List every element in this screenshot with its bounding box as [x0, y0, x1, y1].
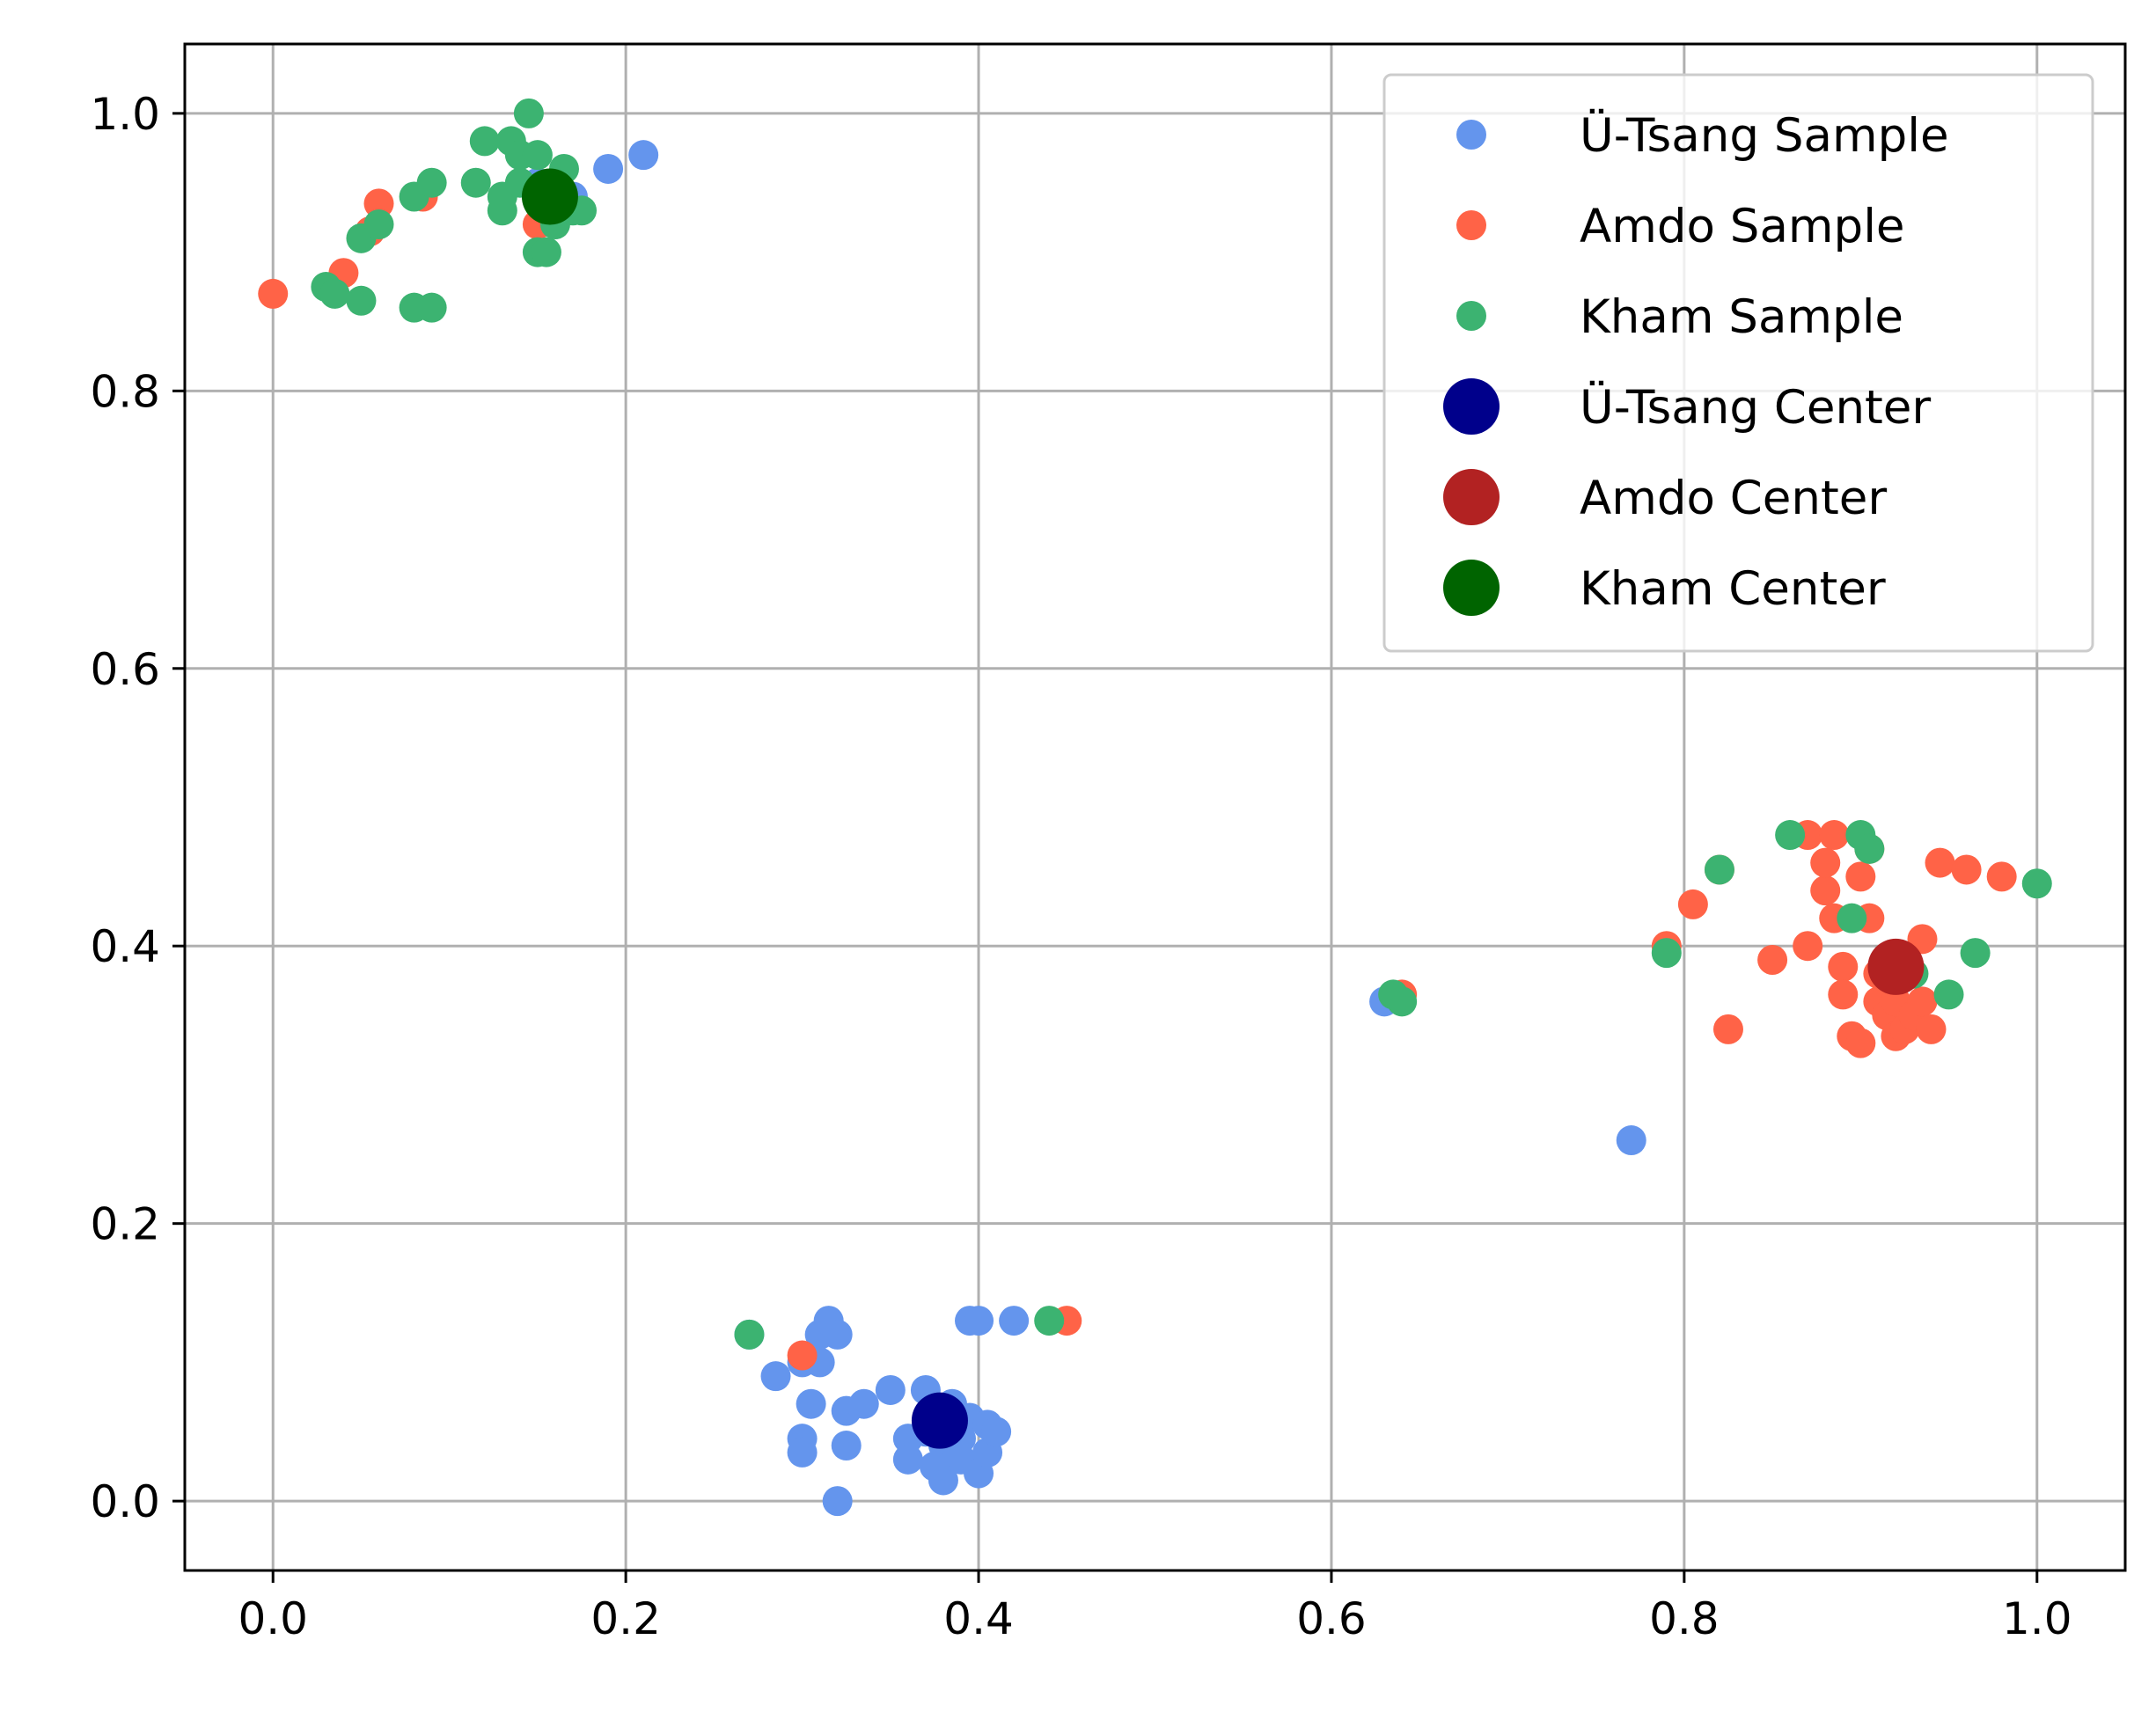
sample-point	[1775, 820, 1806, 851]
sample-point	[1757, 945, 1788, 975]
legend-marker	[1443, 378, 1500, 435]
axes-frame	[183, 42, 2127, 1572]
legend-label: Amdo Center	[1580, 472, 1887, 525]
sample-point	[787, 1340, 818, 1371]
sample-point	[1951, 854, 1982, 885]
sample-point	[1651, 938, 1682, 969]
x-tick-label: 0.2	[590, 1593, 661, 1644]
sample-point	[531, 237, 561, 267]
y-tick-label: 1.0	[90, 89, 160, 140]
sample-point	[593, 153, 624, 184]
sample-point	[363, 188, 394, 219]
sample-point	[848, 1388, 879, 1419]
x-tick-label: 0.6	[1296, 1593, 1367, 1644]
sample-point	[416, 167, 447, 198]
sample-point	[787, 1437, 818, 1468]
x-tick-label: 1.0	[2002, 1593, 2072, 1644]
sample-point	[513, 98, 544, 128]
legend-marker	[1443, 560, 1500, 616]
x-tick-label: 0.4	[943, 1593, 1014, 1644]
data-points	[258, 98, 2052, 1517]
sample-point	[346, 285, 377, 316]
legend-label: Ü-Tsang Sample	[1580, 108, 1949, 163]
y-tick-label: 0.0	[90, 1476, 160, 1527]
sample-point	[469, 126, 500, 157]
sample-point	[1677, 889, 1708, 919]
legend: Ü-Tsang Sample Amdo Sample Kham Sample Ü-Ts…	[1382, 73, 2094, 653]
series-kham-center	[521, 168, 578, 225]
legend-marker	[1456, 120, 1486, 150]
x-tick-label: 0.8	[1649, 1593, 1720, 1644]
sample-point	[1925, 847, 1955, 878]
sample-point	[875, 1374, 906, 1405]
sample-point	[831, 1431, 862, 1461]
sample-point	[1810, 847, 1841, 878]
sample-point	[1704, 854, 1734, 885]
legend-marker	[1456, 210, 1486, 240]
sample-point	[1034, 1306, 1065, 1336]
y-tick-label: 0.6	[90, 644, 160, 695]
sample-point	[416, 292, 447, 323]
sample-point	[964, 1306, 994, 1336]
sample-point	[2021, 868, 2052, 899]
series-kham-sample	[311, 98, 2052, 1350]
sample-point	[1387, 986, 1418, 1017]
sample-point	[822, 1319, 853, 1350]
sample-point	[1712, 1014, 1743, 1044]
sample-point	[734, 1319, 765, 1350]
sample-point	[1986, 861, 2017, 892]
sample-point	[1907, 986, 1938, 1017]
y-tick-label: 0.8	[90, 366, 160, 417]
y-tick-label: 0.2	[90, 1199, 160, 1250]
sample-point	[1819, 820, 1850, 851]
sample-point	[1837, 903, 1867, 933]
sample-point	[1933, 979, 1964, 1010]
y-axis-ticks: 0.0 0.2 0.4 0.6 0.8 1.0	[90, 89, 185, 1527]
sample-point	[1845, 861, 1876, 892]
sample-point	[822, 1486, 853, 1517]
sample-point	[1810, 875, 1841, 906]
legend-label: Kham Sample	[1580, 290, 1903, 344]
sample-point	[1828, 951, 1859, 982]
x-tick-label: 0.0	[238, 1593, 308, 1644]
sample-point	[796, 1388, 826, 1419]
sample-point	[1960, 938, 1991, 969]
sample-point	[981, 1417, 1012, 1447]
sample-point	[258, 278, 289, 309]
cluster-center-point	[911, 1392, 968, 1449]
legend-marker	[1443, 469, 1500, 525]
sample-point	[1616, 1125, 1646, 1156]
series--tsang-center	[911, 1392, 968, 1449]
legend-label: Kham Center	[1580, 562, 1886, 616]
sample-point	[1828, 979, 1859, 1010]
x-axis-ticks: 0.0 0.2 0.4 0.6 0.8 1.0	[238, 1570, 2072, 1644]
y-tick-label: 0.4	[90, 921, 160, 972]
legend-box	[1382, 73, 2094, 653]
cluster-center-point	[1867, 938, 1925, 995]
sample-point	[999, 1306, 1030, 1336]
series-amdo-sample	[258, 181, 2017, 1371]
sample-point	[1916, 1014, 1947, 1044]
series-amdo-center	[1867, 938, 1925, 995]
sample-point	[628, 140, 659, 171]
sample-point	[1793, 931, 1823, 962]
cluster-center-point	[521, 168, 578, 225]
legend-marker	[1456, 301, 1486, 331]
sample-point	[363, 209, 394, 240]
sample-point	[319, 278, 350, 309]
sample-point	[760, 1361, 791, 1392]
sample-point	[460, 167, 491, 198]
legend-label: Ü-Tsang Center	[1580, 380, 1931, 435]
sample-point	[1854, 833, 1885, 864]
sample-point	[1845, 1028, 1876, 1058]
sample-point	[919, 1451, 950, 1482]
sample-point	[522, 140, 553, 171]
legend-label: Amdo Sample	[1580, 200, 1905, 253]
sample-point	[892, 1444, 923, 1475]
